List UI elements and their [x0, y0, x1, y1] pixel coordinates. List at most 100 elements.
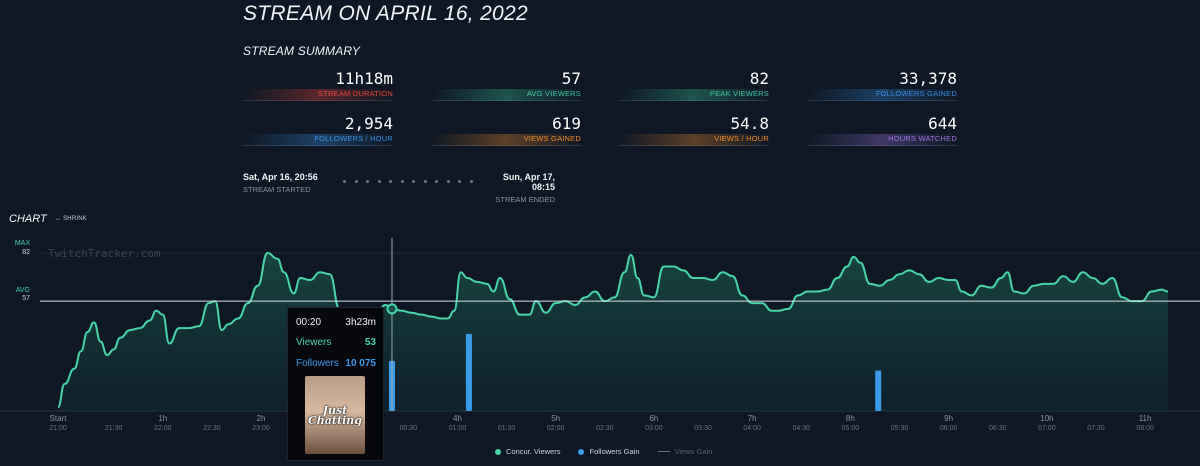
x-tick-duration: 11h: [1139, 414, 1152, 423]
stat-label: PEAK VIEWERS: [709, 89, 769, 98]
summary-title: STREAM SUMMARY: [243, 44, 361, 58]
x-tick-duration: 10h: [1040, 414, 1053, 423]
stat-glow: [431, 89, 581, 101]
x-tick-duration: 8h: [846, 414, 855, 423]
stat-card: 619 VIEWS GAINED: [431, 113, 581, 146]
stat-label: STREAM DURATION: [318, 89, 393, 98]
stat-value: 54.8: [730, 114, 769, 133]
x-tick-clock: 05:00: [842, 425, 860, 432]
x-tick-duration: 5h: [551, 414, 560, 423]
stat-value: 11h18m: [335, 69, 393, 88]
stat-card: 54.8 VIEWS / HOUR: [619, 113, 769, 146]
stat-card: 2,954 FOLLOWERS / HOUR: [243, 113, 393, 146]
tooltip-viewers-value: 53: [364, 337, 376, 348]
tooltip-time: 00:20: [296, 317, 322, 328]
stream-ended: Sun, Apr 17, 08:15 STREAM ENDED: [478, 172, 555, 204]
stat-label: FOLLOWERS / HOUR: [314, 134, 393, 143]
max-label: MAX: [15, 240, 31, 247]
stream-started-time: Sat, Apr 16, 20:56: [243, 172, 318, 182]
stat-glow: [619, 134, 769, 146]
stat-grid: 11h18m STREAM DURATION 57 AVG VIEWERS 82 PEAK…: [243, 68, 957, 146]
stat-value: 57: [561, 69, 581, 88]
x-tick-duration: 7h: [748, 414, 757, 423]
x-tick-clock: 00:30: [400, 425, 418, 432]
x-tick-clock: 04:30: [793, 425, 811, 432]
category-art: Just Chatting: [305, 376, 365, 454]
x-tick-clock: 22:30: [203, 425, 221, 432]
chart-watermark: TwitchTracker.com: [48, 247, 161, 260]
stat-glow: [243, 89, 393, 101]
legend-viewers-label: Concur. Viewers: [506, 447, 561, 456]
stat-glow: [243, 134, 393, 146]
x-tick-clock: 02:00: [547, 425, 565, 432]
hover-marker: [386, 303, 398, 315]
legend-item-views[interactable]: Views Gain: [657, 447, 713, 456]
legend-item-viewers[interactable]: Concur. Viewers: [495, 447, 560, 456]
max-value: 82: [22, 249, 30, 256]
x-tick-duration: 4h: [453, 414, 462, 423]
tooltip-viewers-label: Viewers: [296, 337, 332, 348]
page-title: STREAM ON APRIL 16, 2022: [243, 2, 528, 25]
stat-label: FOLLOWERS GAINED: [875, 89, 957, 98]
x-tick-clock: 06:30: [989, 425, 1007, 432]
shrink-icon: ↔: [55, 216, 64, 222]
stat-value: 619: [552, 114, 581, 133]
x-tick-clock: 23:00: [252, 425, 270, 432]
shrink-label: SHRINK: [63, 216, 87, 222]
x-tick-clock: 22:00: [154, 425, 172, 432]
stream-started: Sat, Apr 16, 20:56 STREAM STARTED: [243, 172, 318, 194]
stat-card: 57 AVG VIEWERS: [431, 68, 581, 101]
stat-card: 33,378 FOLLOWERS GAINED: [807, 68, 957, 101]
stat-glow: [807, 89, 957, 101]
avg-label: AVG: [16, 287, 30, 294]
tooltip-followers-label: Followers: [296, 358, 339, 369]
stat-value: 644: [928, 114, 957, 133]
x-tick-duration: 9h: [944, 414, 953, 423]
shrink-toggle[interactable]: ↔ SHRINK: [55, 216, 87, 222]
stat-label: AVG VIEWERS: [526, 89, 581, 98]
followers-bar: [465, 333, 472, 411]
legend-item-followers[interactable]: Followers Gain: [578, 447, 640, 456]
x-tick-clock: 01:00: [449, 425, 467, 432]
viewers-line: [57, 251, 1169, 409]
x-tick-clock: 02:30: [596, 425, 614, 432]
stat-label: HOURS WATCHED: [888, 134, 957, 143]
x-tick-clock: 06:00: [940, 425, 958, 432]
stat-value: 2,954: [344, 114, 393, 133]
x-tick-clock: 03:30: [694, 425, 712, 432]
legend-views-label: Views Gain: [674, 447, 713, 456]
x-tick-duration: Start: [50, 414, 68, 423]
x-tick-duration: 1h: [158, 414, 167, 423]
legend-viewers-swatch: [495, 448, 501, 455]
stat-value: 82: [749, 69, 769, 88]
x-tick-clock: 04:00: [743, 425, 761, 432]
stat-glow: [431, 134, 581, 146]
category-art-text: Just Chatting: [308, 404, 362, 427]
x-tick-clock: 01:30: [498, 425, 516, 432]
stat-card: 82 PEAK VIEWERS: [619, 68, 769, 101]
x-tick-clock: 21:00: [49, 425, 67, 432]
x-tick-clock: 07:30: [1087, 425, 1105, 432]
chart-section-title: CHART: [9, 213, 47, 225]
stream-ended-time: Sun, Apr 17, 08:15: [502, 172, 555, 192]
stat-label: VIEWS GAINED: [523, 134, 581, 143]
chart-tooltip: 00:20 3h23m Viewers 53 Followers 10 075 …: [287, 307, 384, 461]
x-tick-clock: 07:00: [1038, 425, 1056, 432]
stat-card: 644 HOURS WATCHED: [807, 113, 957, 146]
x-tick-clock: 21:30: [105, 425, 123, 432]
tooltip-followers-value: 10 075: [345, 358, 376, 369]
legend-followers-swatch: [578, 448, 585, 455]
x-tick-clock: 08:00: [1136, 425, 1154, 432]
x-tick-clock: 05:30: [891, 425, 909, 432]
tooltip-duration: 3h23m: [345, 317, 376, 328]
timeline-dots: [343, 180, 473, 183]
x-tick-duration: 2h: [257, 414, 266, 423]
stat-glow: [619, 89, 769, 101]
x-tick-clock: 03:00: [645, 425, 663, 432]
legend-followers-label: Followers Gain: [589, 447, 640, 456]
stat-glow: [807, 134, 957, 146]
chart-legend: Concur. Viewers Followers Gain Views Gai…: [495, 447, 712, 456]
viewers-area: [58, 253, 1168, 411]
x-tick-duration: 6h: [649, 414, 658, 423]
